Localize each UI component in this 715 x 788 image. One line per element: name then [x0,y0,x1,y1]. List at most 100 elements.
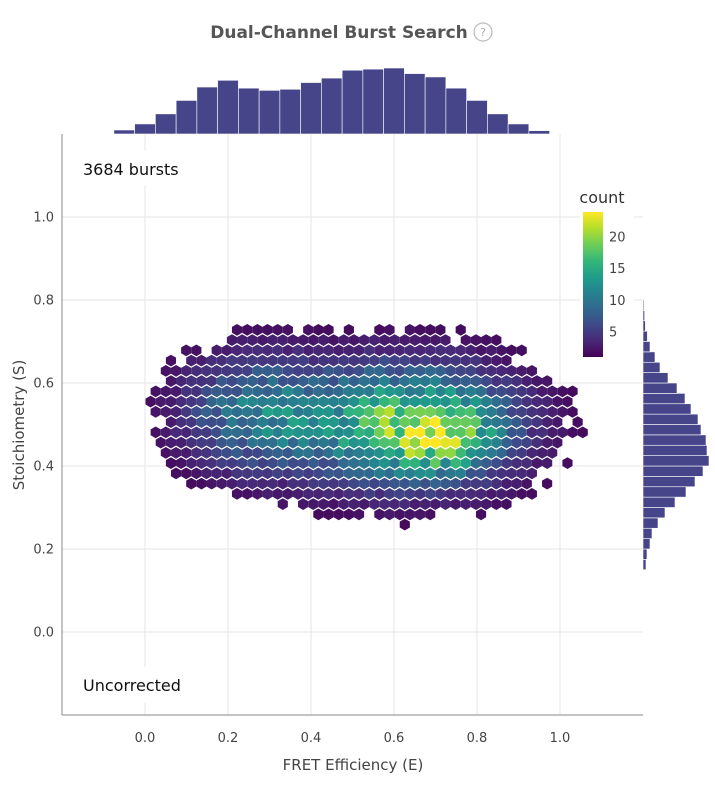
hexbin-cell [292,344,304,357]
hexbin-cell [399,375,410,387]
hexbin-cell [262,344,273,357]
hexbin-cell [496,467,507,480]
hexbin-cell [313,344,324,357]
colorbar-tick-label: 15 [609,262,626,277]
hexbin-cell [267,354,278,367]
hexbin-cell [430,457,441,469]
hexbin-cell [231,467,243,480]
hexbin-cell [521,375,532,387]
marginal-y-bar [642,559,647,571]
hexbin-cell [206,354,217,367]
hexbin-cell [226,395,238,408]
hexbin-cell [353,487,365,500]
hexbin-cell [379,457,390,469]
hexbin-cell [470,477,482,490]
hexbin-cell [506,487,517,500]
hexbin-cell [267,395,278,408]
help-icon[interactable]: ? [473,22,493,42]
hexbin-cell [165,457,177,469]
marginal-y-bar [642,548,648,560]
hexbin-cell [404,446,415,459]
hexbin-cell [247,395,258,408]
hexbin-cell [374,323,385,336]
x-tick-label: 0.8 [467,731,488,746]
hexbin-cell [394,446,405,459]
hexbin-cell [226,354,238,367]
hexbin-cell [287,436,299,449]
hexbin-cell [557,426,568,439]
marginal-histogram-y [642,299,710,571]
hexbin-cell [323,426,334,439]
hexbin-cell [389,477,400,490]
hexbin-cell [526,426,537,439]
hexbin-cell [481,436,492,449]
hexbin-cell [333,487,344,500]
hexbin-cell [445,364,456,377]
hexbin-cell [247,477,258,490]
hexbin-cell [521,436,532,449]
hexbin-cell [379,498,390,510]
hexbin-cell [470,436,482,449]
marginal-x-bar [155,113,177,135]
hexbin-cell [511,416,522,428]
hexbin-cell [425,446,436,459]
hexbin-cell [181,385,192,398]
hexbin-cell [455,426,466,439]
hexbin-cell [201,385,212,398]
marginal-y-bar [642,538,651,550]
hexbin-cell [170,446,182,459]
hexbin-cell [145,395,156,408]
x-tick-label: 0.4 [301,731,322,746]
hexbin-cell [282,467,293,480]
hexbin-cell [496,364,507,377]
hexbin-cell [308,375,319,387]
hexbin-cell [237,354,248,367]
hexbin-cell [409,436,421,449]
hexbin-cell [394,344,405,357]
hexbin-cell [359,436,370,449]
chart-title: Dual-Channel Burst Search [210,23,468,43]
hexbin-cell [282,426,293,439]
hexbin-cell [425,364,436,377]
hexbin-cell [420,436,431,449]
hexbin-cell [257,457,268,469]
hexbin-cell [516,385,527,398]
marginal-y-bar [642,465,704,477]
hexbin-cell [318,477,329,490]
hexbin-cell [521,395,532,408]
hexbin-cell [414,467,426,480]
hexbin-cell [333,405,344,418]
hexbin-cell [277,395,288,408]
hexbin-cell [496,426,507,439]
hexbin-cell [272,467,283,480]
hexbin-cell [242,487,253,500]
hexbin-cell [242,426,253,439]
hexbin-cell [287,395,299,408]
hexbin-cell [348,334,360,346]
hexbin-cell [303,405,314,418]
hexbin-cell [221,405,232,418]
hexbin-cell [369,457,380,469]
hexbin-cell [318,354,329,367]
hexbin-cell [333,446,344,459]
hexbin-cell [542,375,553,387]
marginal-y-bar [642,372,669,384]
marginal-x-bar [424,76,447,135]
hexbin-cell [257,477,268,490]
hexbin-cell [323,446,334,459]
y-tick-labels: 0.0 0.2 0.4 0.6 0.8 1.0 [33,211,54,641]
hexbin-cell [333,385,344,398]
hexbin-cell [491,395,502,408]
hexbin-cell [211,467,222,480]
hexbin-cell [425,323,436,336]
hexbin-cell [247,457,258,469]
hexbin-cell [364,364,375,377]
hexbin-cell [389,334,400,346]
marginal-x-bar [341,69,364,135]
hexbin-cell [409,477,421,490]
hexbin-cell [343,426,354,439]
y-tick-label: 0.0 [33,626,54,641]
hexbin-cell [267,436,278,449]
hexbin-cell [196,354,207,367]
hexbin-cell [475,487,487,500]
